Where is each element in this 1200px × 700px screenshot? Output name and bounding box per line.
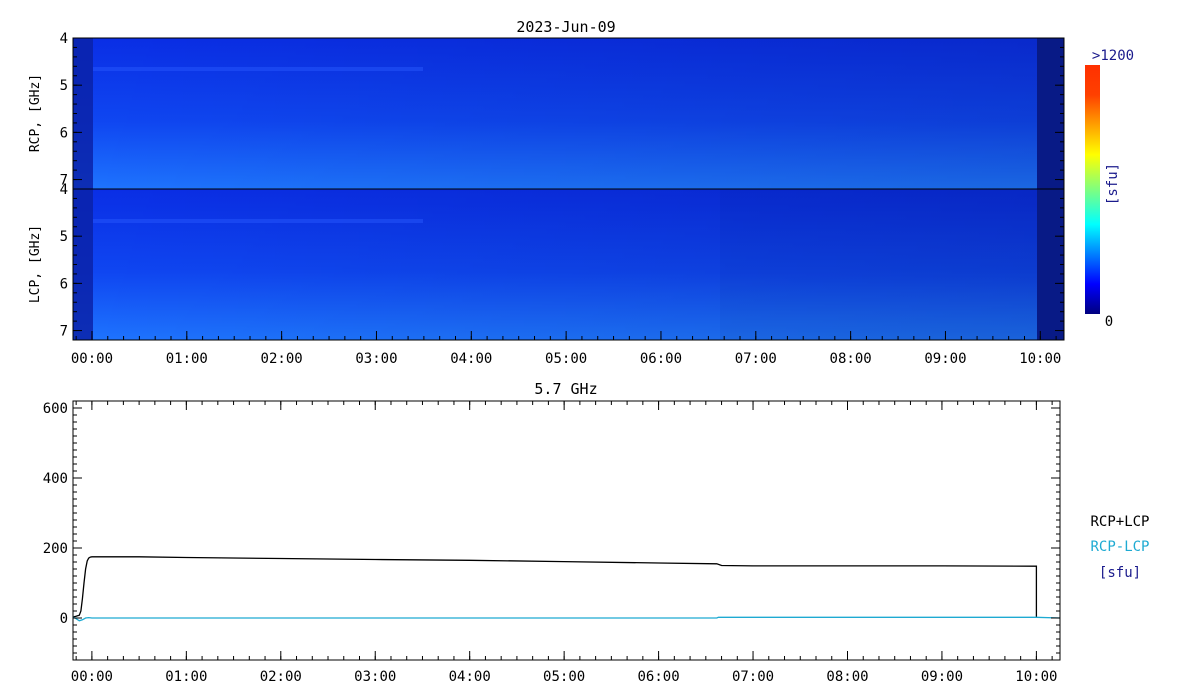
heatmap-xtick-label: 03:00 [355,351,397,367]
series-rcp-minus-lcp [72,616,1061,622]
heatmap-xtick-label: 06:00 [640,351,682,367]
lcp-ylabel: LCP, [GHz] [28,225,43,303]
lineplot-xtick-label: 02:00 [260,669,302,685]
heatmap-xtick-label: 09:00 [924,351,966,367]
lcp-early-band [73,189,93,340]
colorbar-max-label: >1200 [1092,48,1134,64]
colorbar-min-label: 0 [1105,314,1113,330]
lineplot-ytick-label: 400 [43,471,68,487]
legend-item-rcp-plus-lcp: RCP+LCP [1090,514,1149,530]
heatmap-xtick-label: 08:00 [830,351,872,367]
spectrogram-frame [72,37,1065,341]
heatmap-title: 2023-Jun-09 [516,18,615,36]
heatmap-xtick-label: 10:00 [1019,351,1061,367]
lineplot-xtick-label: 09:00 [921,669,963,685]
lineplot-xtick-label: 00:00 [71,669,113,685]
lineplot-xtick-label: 08:00 [826,669,868,685]
lineplot-ytick-label: 200 [43,541,68,557]
rcp-early-band [73,38,93,189]
rcp-ytick-label: 5 [60,78,68,94]
lineplot-xtick-label: 04:00 [449,669,491,685]
lineplot-xtick-label: 07:00 [732,669,774,685]
lcp-shift-region [720,189,1037,340]
lcp-streak-4-5 [93,219,423,223]
rcp-ylabel: RCP, [GHz] [28,74,43,152]
rcp-ytick-label: 4 [60,31,68,47]
lcp-dimming [73,189,1064,340]
lcp-late-band [1037,189,1064,340]
lcp-panel: LCP, [GHz] 4 5 6 7 [28,182,1064,341]
lineplot-ytick-label: 0 [60,611,68,627]
series-rcp-plus-lcp [72,556,1038,618]
rcp-ytick-label: 7 [60,173,68,189]
lineplot-xtick-label: 06:00 [638,669,680,685]
rcp-panel: RCP, [GHz] 4 5 6 7 [28,31,1064,190]
legend-item-rcp-minus-lcp: RCP-LCP [1090,539,1149,555]
lcp-ytick-label: 7 [60,324,68,340]
heatmap-xtick-label: 04:00 [450,351,492,367]
colorbar-scale [1085,65,1100,314]
lcp-ytick-label: 6 [60,276,68,292]
lineplot-xtick-label: 05:00 [543,669,585,685]
lineplot-ytick-label: 600 [43,401,68,417]
rcp-late-band [1037,38,1064,189]
heatmap-xtick-label: 00:00 [71,351,113,367]
heatmap-xtick-label: 05:00 [545,351,587,367]
legend: RCP+LCP RCP-LCP [sfu] [1090,514,1149,581]
lcp-ytick-label: 5 [60,229,68,245]
heatmap-xtick-label: 01:00 [166,351,208,367]
lineplot-xtick-label: 01:00 [165,669,207,685]
lineplot-title: 5.7 GHz [534,380,597,398]
lcp-ytick-label: 4 [60,182,68,198]
rcp-dimming [73,38,1064,189]
colorbar: >1200 0 [sfu] [1085,48,1134,330]
colorbar-unit-label: [sfu] [1105,163,1121,205]
lineplot-frame [72,400,1061,661]
rcp-ytick-label: 6 [60,125,68,141]
heatmap-xtick-label: 02:00 [261,351,303,367]
legend-item-unit: [sfu] [1099,565,1141,581]
heatmap-xtick-label: 07:00 [735,351,777,367]
lineplot-xtick-label: 03:00 [354,669,396,685]
rcp-streak-4-5 [93,67,423,71]
lineplot-xtick-label: 10:00 [1015,669,1057,685]
